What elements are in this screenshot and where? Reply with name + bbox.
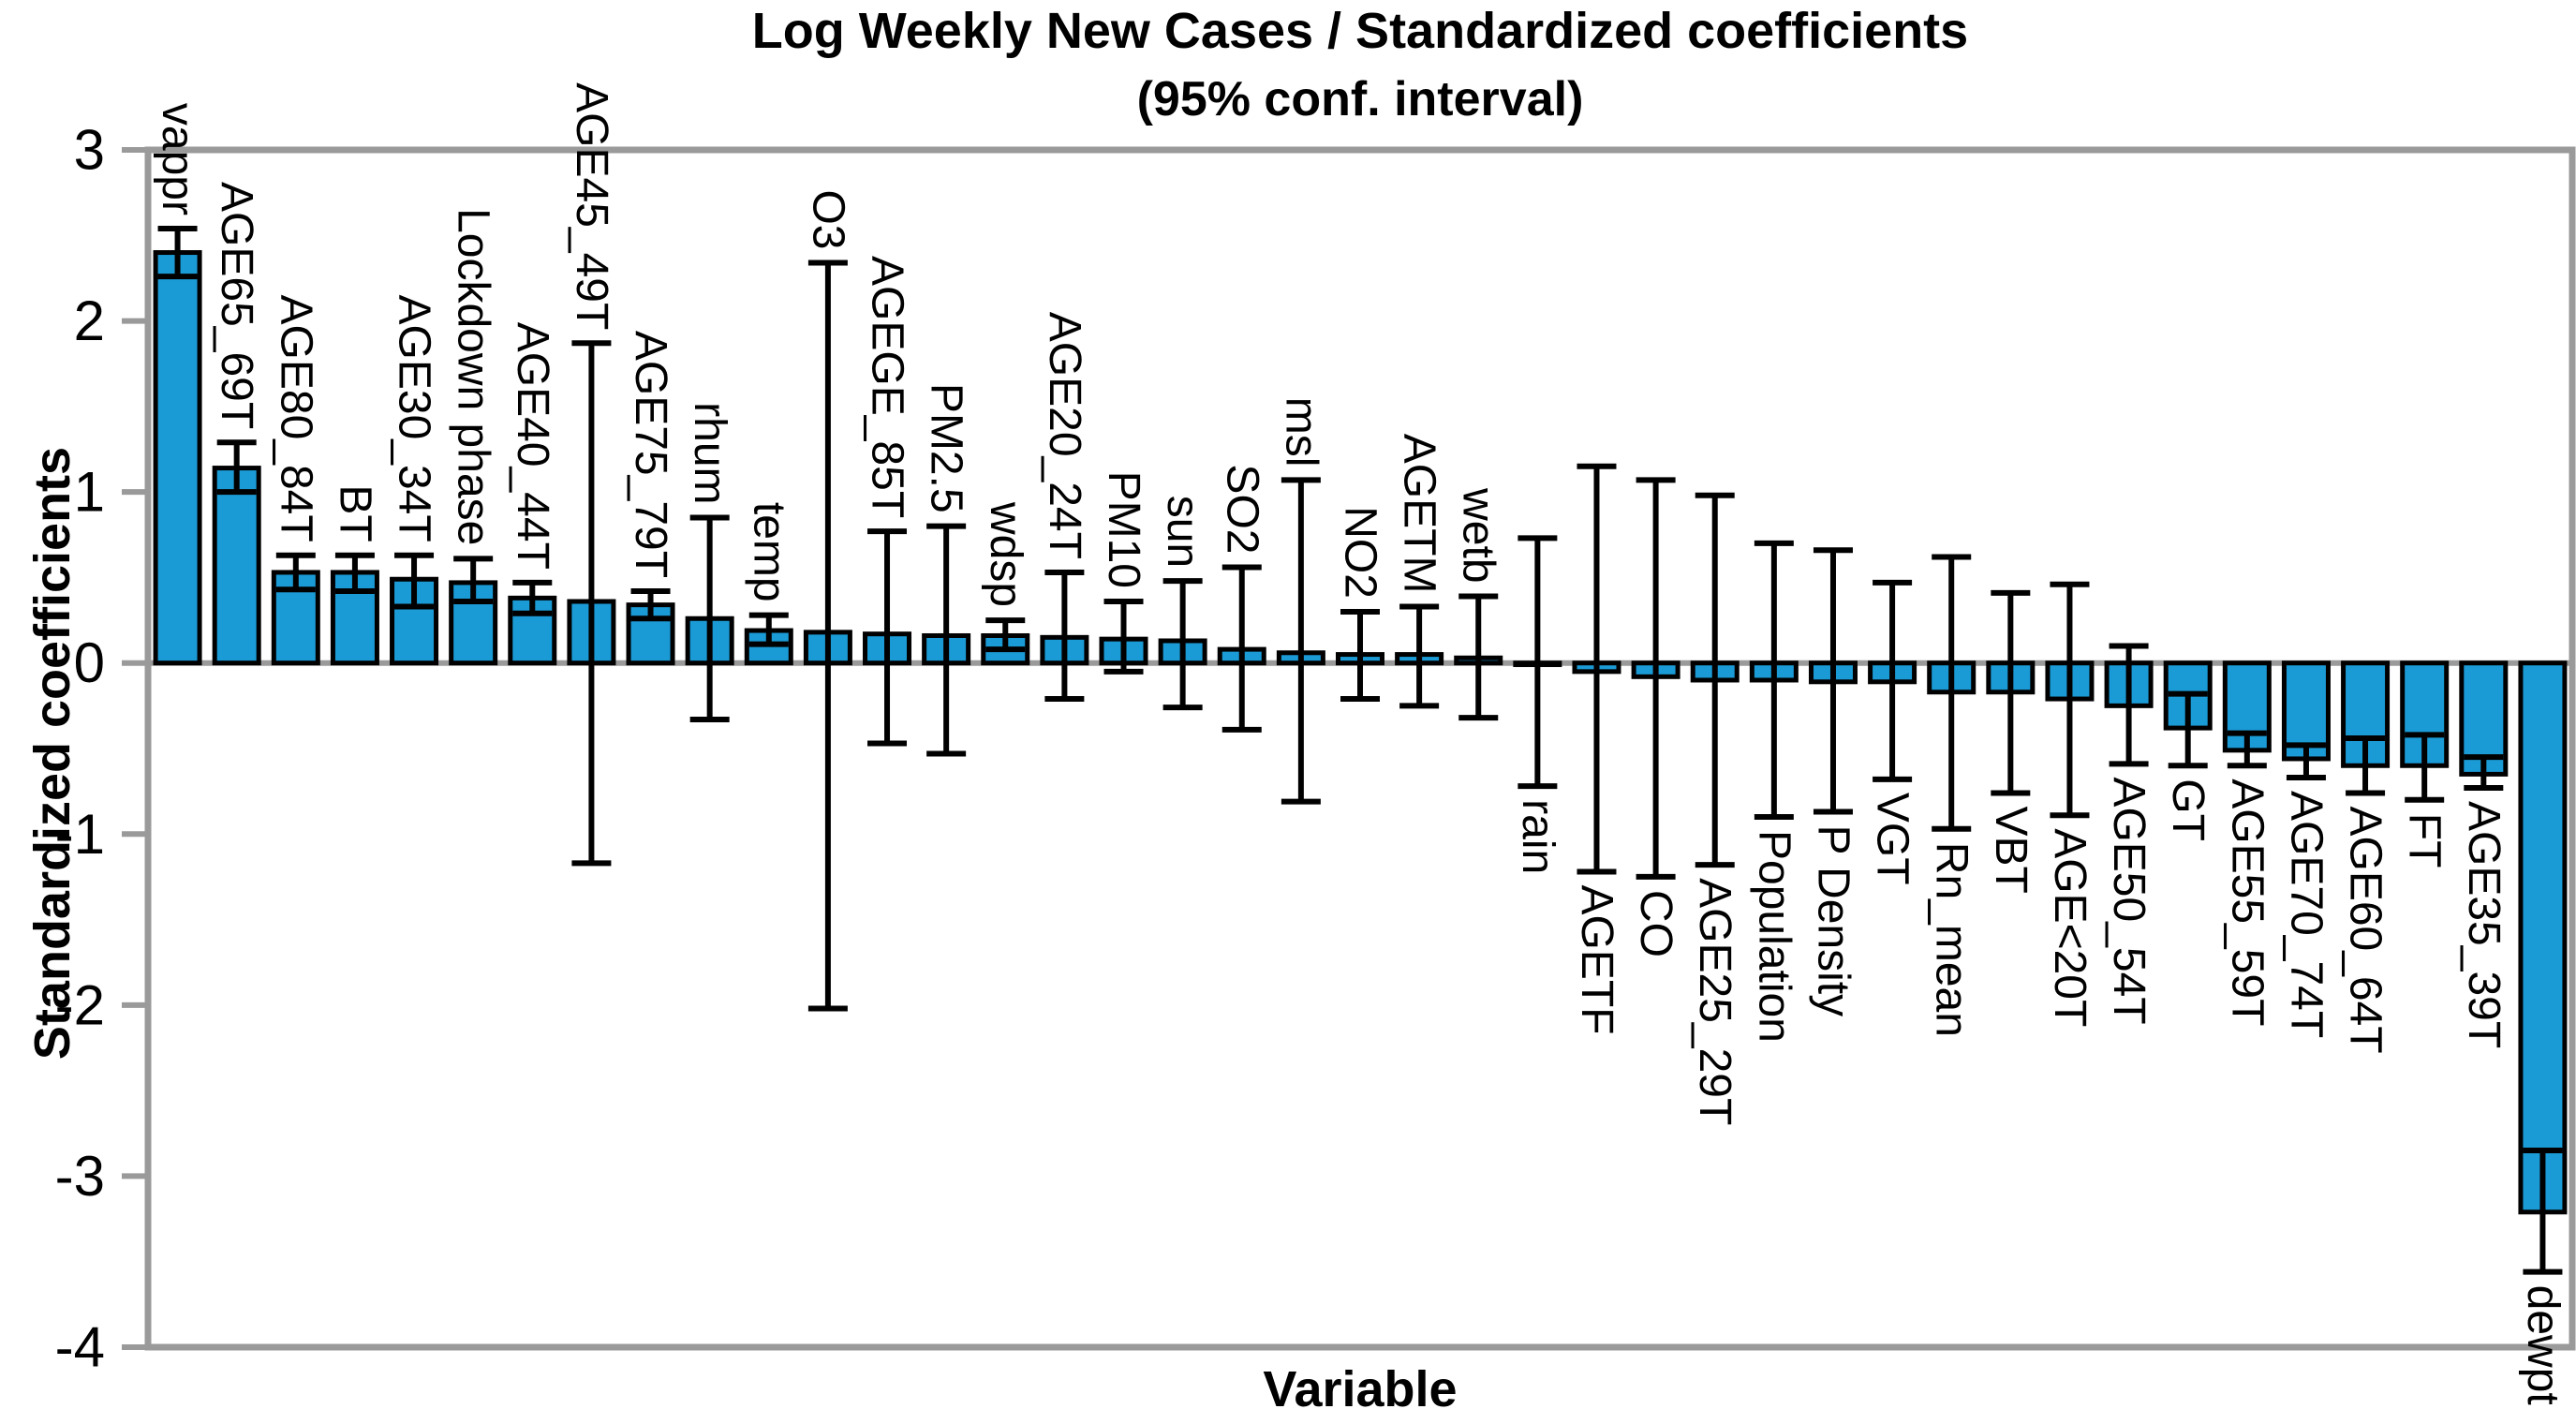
chart-title: Log Weekly New Cases / Standardized coef… bbox=[751, 3, 1969, 59]
bar-FT bbox=[2400, 660, 2450, 768]
bar-label-AGETM: AGETM bbox=[1395, 434, 1444, 594]
bar-label-AGEGE_85T: AGEGE_85T bbox=[863, 256, 912, 518]
bar-label-AGE80_84T: AGE80_84T bbox=[271, 295, 320, 542]
chart-subtitle: (95% conf. interval) bbox=[1136, 72, 1584, 126]
y-tick-label: 1 bbox=[74, 461, 105, 524]
bar-label-wetb: wetb bbox=[1454, 487, 1503, 583]
y-tick-label: -4 bbox=[55, 1316, 105, 1379]
bar-label-NO2: NO2 bbox=[1336, 506, 1385, 599]
bar-label-AGE30_34T: AGE30_34T bbox=[390, 295, 439, 542]
bar-label-vappr: vappr bbox=[153, 103, 202, 215]
bar-label-wdsp: wdsp bbox=[981, 501, 1030, 607]
bar-label-CO: CO bbox=[1631, 890, 1680, 957]
bar-label-AGE<20T: AGE<20T bbox=[2045, 828, 2095, 1027]
bar-label-PM2.5: PM2.5 bbox=[922, 383, 971, 513]
bar-label-AGE20_24T: AGE20_24T bbox=[1040, 312, 1089, 559]
bar-label-AGE60_64T: AGE60_64T bbox=[2341, 806, 2391, 1053]
bar-label-FT: FT bbox=[2400, 813, 2450, 868]
bar-AGE60_64T bbox=[2341, 660, 2391, 768]
bar-label-rain: rain bbox=[1513, 799, 1562, 874]
bar-vappr bbox=[153, 250, 202, 666]
bar-label-dewpt: dewpt bbox=[2518, 1285, 2568, 1405]
bar-label-O3: O3 bbox=[803, 189, 852, 249]
bar-label-PM10: PM10 bbox=[1099, 471, 1148, 588]
bar-label-AGE50_54T: AGE50_54T bbox=[2104, 777, 2154, 1024]
bar-label-AGE40_44T: AGE40_44T bbox=[508, 322, 557, 570]
bar-label-AGE35_39T: AGE35_39T bbox=[2459, 801, 2509, 1048]
bar-label-GT: GT bbox=[2163, 779, 2213, 841]
bar-label-AGE25_29T: AGE25_29T bbox=[1690, 878, 1740, 1125]
y-tick-label: 3 bbox=[74, 119, 105, 182]
bar-label-Population: Population bbox=[1749, 830, 1799, 1043]
y-tick-label: -1 bbox=[55, 803, 105, 866]
bar-label-AGE70_74T: AGE70_74T bbox=[2281, 791, 2331, 1038]
plot-frame bbox=[144, 146, 2576, 1351]
x-axis-title: Variable bbox=[1263, 1361, 1458, 1417]
bar-label-AGE55_59T: AGE55_59T bbox=[2222, 779, 2272, 1026]
bar-label-SO2: SO2 bbox=[1217, 464, 1266, 554]
y-tick-label: -2 bbox=[55, 973, 105, 1036]
bar-label-AGE45_49T: AGE45_49T bbox=[567, 82, 616, 330]
bar-label-temp: temp bbox=[744, 502, 793, 602]
bar-label-AGETF: AGETF bbox=[1572, 884, 1621, 1034]
bar-label-AGE65_69T: AGE65_69T bbox=[212, 182, 261, 429]
bar-label-msl: msl bbox=[1276, 397, 1325, 467]
bar-label-P Density: P Density bbox=[1808, 825, 1858, 1017]
y-tick-label: 0 bbox=[74, 631, 105, 694]
bar-label-VGT: VGT bbox=[1868, 793, 1917, 885]
y-tick-label: 2 bbox=[74, 289, 105, 352]
bar-label-Rn_mean: Rn_mean bbox=[1927, 842, 1976, 1037]
bar-label-sun: sun bbox=[1158, 496, 1207, 568]
bar-label-rhum: rhum bbox=[685, 402, 734, 504]
bar-AGE65_69T bbox=[212, 466, 261, 666]
bar-label-Lockdown phase: Lockdown phase bbox=[449, 208, 498, 545]
bar-label-VBT: VBT bbox=[1986, 806, 2036, 893]
bar-label-AGE75_79T: AGE75_79T bbox=[626, 331, 675, 578]
bar-dewpt bbox=[2518, 660, 2568, 1215]
y-tick-label: -3 bbox=[55, 1145, 105, 1208]
bar-label-BT: BT bbox=[330, 484, 379, 541]
